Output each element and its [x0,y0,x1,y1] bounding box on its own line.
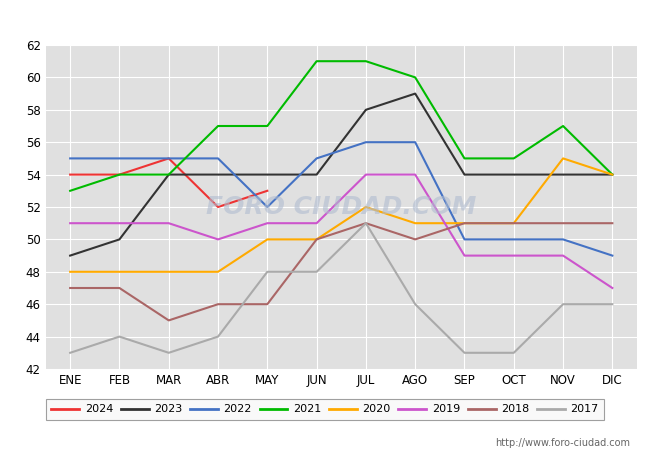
Text: Afiliados en Santa María del Arroyo a 31/5/2024: Afiliados en Santa María del Arroyo a 31… [127,8,523,26]
Legend: 2024, 2023, 2022, 2021, 2020, 2019, 2018, 2017: 2024, 2023, 2022, 2021, 2020, 2019, 2018… [46,399,605,420]
Text: FORO CIUDAD.COM: FORO CIUDAD.COM [206,195,476,219]
Text: http://www.foro-ciudad.com: http://www.foro-ciudad.com [495,438,630,448]
